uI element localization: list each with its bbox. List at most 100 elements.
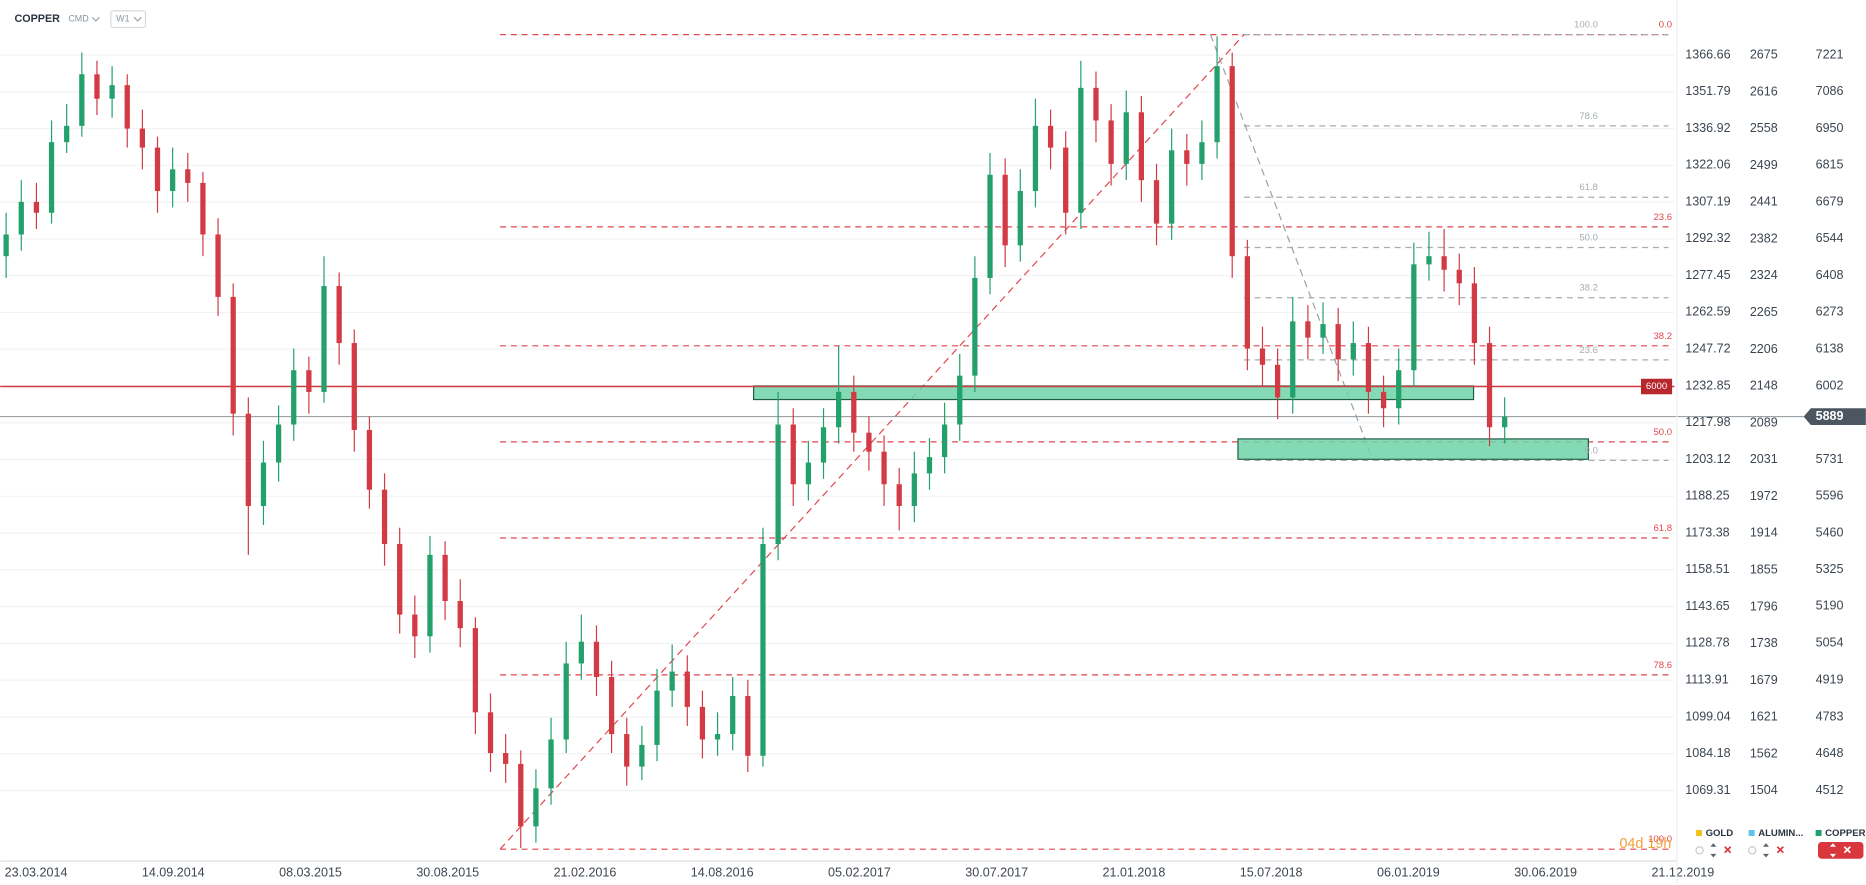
copper-tick-label: 4783 [1816,709,1844,723]
fib-label: 78.6 [1654,660,1673,671]
candle-body [866,432,872,452]
candle-body [1063,147,1069,213]
candle-body [896,484,902,506]
candle-body [654,690,660,745]
candles [3,36,1508,849]
reorder-icon[interactable] [1762,843,1769,858]
candle-body [1380,391,1387,409]
copper-tick-label: 6544 [1816,231,1844,245]
aluminium-tick-label: 2616 [1750,84,1778,98]
chevron[interactable] [91,16,100,22]
candle-body [1244,256,1250,349]
candle-body [669,671,675,691]
copper-tick-label: 5731 [1816,452,1844,466]
candle-body [1456,269,1462,284]
visibility-icon[interactable] [1748,846,1757,855]
gold-tick-label: 1336.92 [1685,121,1730,135]
x-tick-label: 30.07.2017 [965,865,1028,879]
candle-body [472,628,479,713]
candle-body [1199,142,1205,164]
candle-body [1108,120,1114,164]
candle-body [972,277,978,376]
candle-body [836,391,842,428]
candle-body [109,85,115,99]
copper-tick-label: 6408 [1816,268,1844,282]
interval-box[interactable] [110,10,147,29]
candle-body [366,429,373,490]
fib-label-2: 61.8 [1579,182,1598,193]
candle-body [699,706,706,740]
legend-swatch[interactable] [1696,829,1702,836]
candle-body [245,413,251,506]
candle-body [1093,87,1099,121]
gold-tick-label: 1084.18 [1685,746,1730,760]
gold-tick-label: 1143.65 [1685,599,1729,613]
copper-tick-label: 5596 [1816,489,1844,503]
legend-swatch[interactable] [1815,829,1822,836]
candle-body [881,451,887,485]
candle-body [139,128,146,148]
aluminium-tick-label: 2265 [1750,305,1778,319]
reorder-icon[interactable] [1710,843,1717,858]
hline-label: 6000 [1646,381,1667,392]
gold-tick-label: 1158.51 [1685,562,1729,576]
candle-body [820,427,827,463]
candle-body [170,169,176,192]
candle-body [230,296,236,414]
fib-label: 38.2 [1654,331,1673,342]
fib-label-2: 100.0 [1574,20,1598,31]
candle-body [185,169,191,183]
x-tick-label: 21.12.2019 [1651,865,1714,879]
candle-body [775,424,781,544]
market[interactable]: CMD [68,13,89,23]
visibility-icon[interactable] [1695,846,1704,855]
candle-body [926,457,933,474]
remove-icon[interactable] [1776,846,1784,854]
chevron[interactable] [133,16,142,22]
aluminium-tick-label: 1562 [1750,746,1778,760]
candle-body [381,489,388,544]
candle-body [563,663,569,740]
candle-body [790,424,796,485]
candle-body [851,391,857,433]
gold-tick-label: 1262.59 [1685,305,1730,319]
gold-tick-label: 1247.72 [1685,342,1730,356]
hline-label-box [1641,378,1673,395]
fib-label: 61.8 [1654,523,1673,534]
candle-body [487,712,494,754]
remove-icon[interactable] [1843,846,1851,854]
gold-tick-label: 1188.25 [1685,489,1729,503]
aluminium-tick-label: 1504 [1750,783,1778,797]
remove-icon[interactable] [1724,846,1732,854]
gold-tick-label: 1203.12 [1685,452,1730,466]
legend-label[interactable]: GOLD [1706,828,1734,839]
aluminium-tick-label: 1914 [1750,525,1778,539]
candle-body [1426,256,1432,265]
legend-active-bg[interactable] [1818,841,1864,859]
candle-body [1032,125,1039,192]
candle-body [533,788,539,827]
x-tick-label: 21.01.2018 [1103,865,1166,879]
symbol[interactable]: COPPER [15,13,61,25]
copper-tick-label: 5325 [1816,562,1844,576]
candle-body [639,744,645,767]
candle-body [291,370,297,425]
reorder-icon[interactable] [1829,843,1836,858]
aluminium-tick-label: 2382 [1750,231,1778,245]
aluminium-tick-label: 1796 [1750,599,1778,613]
candle-body [1290,321,1296,398]
candle-body [1047,125,1054,148]
candle-body [957,375,963,425]
aluminium-tick-label: 2558 [1750,121,1778,135]
candle-body [124,85,130,129]
candle-body [805,462,812,485]
candle-body [941,424,948,458]
candle-body [1335,324,1341,360]
legend-label[interactable]: ALUMIN... [1758,828,1803,839]
interval[interactable]: W1 [116,13,129,23]
legend-label[interactable]: COPPER [1825,828,1865,839]
candle-body [442,554,448,602]
legend-swatch[interactable] [1748,829,1755,836]
gold-tick-label: 1232.85 [1685,378,1730,392]
